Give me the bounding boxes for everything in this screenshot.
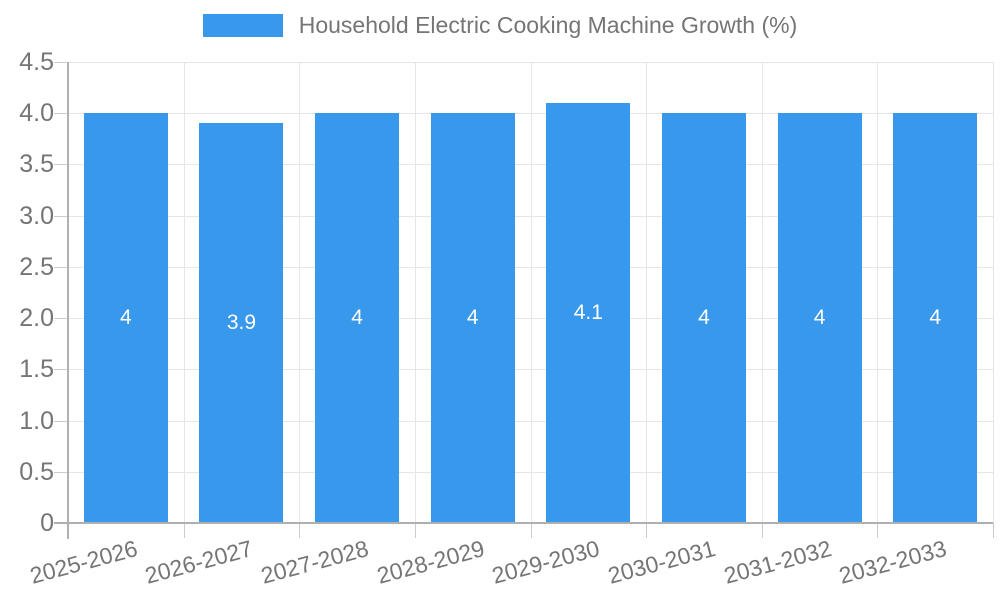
x-axis-tick — [530, 523, 532, 538]
y-axis-tick — [54, 471, 68, 473]
x-axis-tick-label: 2029-2030 — [489, 535, 603, 589]
y-axis-tick — [54, 164, 68, 166]
bar-value-label: 4 — [351, 306, 363, 330]
x-axis-tick — [299, 523, 301, 538]
y-axis-tick-label: 1.5 — [19, 355, 54, 384]
bar[interactable]: 4 — [893, 113, 978, 522]
bar[interactable]: 3.9 — [199, 123, 284, 522]
y-axis-tick-label: 2.5 — [19, 252, 54, 281]
bar[interactable]: 4 — [777, 113, 862, 522]
bar-value-label: 3.9 — [226, 311, 257, 335]
y-axis-tick — [54, 215, 68, 217]
x-axis-tick — [761, 523, 763, 538]
x-gridline — [530, 62, 532, 523]
bar[interactable]: 4 — [430, 113, 515, 522]
bar-value-label: 4 — [698, 306, 710, 330]
x-axis-tick — [414, 523, 416, 538]
y-axis-tick-label: 4.5 — [19, 48, 54, 76]
y-axis-tick — [54, 420, 68, 422]
legend-swatch — [202, 14, 283, 37]
x-gridline — [299, 62, 301, 523]
bar[interactable]: 4.1 — [546, 102, 631, 522]
y-axis-tick-label: 0.5 — [19, 457, 54, 486]
legend-item[interactable]: Household Electric Cooking Machine Growt… — [0, 12, 1000, 39]
y-axis-tick — [54, 266, 68, 268]
x-axis-tick-label: 2025-2026 — [27, 535, 141, 589]
bar-value-label: 4 — [813, 306, 826, 330]
bar-value-label: 4 — [929, 306, 942, 330]
x-gridline — [646, 62, 648, 523]
x-axis-tick-label: 2032-2033 — [836, 535, 950, 589]
y-axis-tick-label: 1.0 — [19, 406, 54, 435]
x-axis-tick-label: 2030-2031 — [605, 535, 719, 589]
y-axis-tick — [54, 369, 68, 371]
x-axis-tick-label: 2026-2027 — [142, 535, 256, 589]
x-gridline — [414, 62, 416, 523]
y-axis-tick-label: 3.0 — [19, 201, 54, 230]
y-axis-tick-label: 3.5 — [19, 150, 54, 179]
x-axis-tick-label: 2027-2028 — [258, 535, 372, 589]
x-gridline — [761, 62, 763, 523]
bar[interactable]: 4 — [83, 113, 168, 522]
x-gridline — [877, 62, 879, 523]
y-axis-tick — [54, 318, 68, 320]
x-gridline — [183, 62, 185, 523]
y-axis-tick — [54, 113, 68, 115]
y-axis-tick-label: 0 — [40, 509, 54, 537]
x-axis-tick-label: 2031-2032 — [720, 535, 834, 589]
bar-value-label: 4.1 — [573, 300, 603, 324]
x-axis-tick — [877, 523, 879, 538]
y-axis-tick-label: 2.0 — [19, 304, 54, 333]
y-axis-tick-label: 4.0 — [19, 99, 54, 128]
bar[interactable]: 4 — [661, 113, 746, 522]
bar[interactable]: 4 — [315, 113, 400, 522]
x-axis-tick — [646, 523, 648, 538]
x-axis-line — [54, 522, 993, 524]
x-axis-tick — [993, 523, 994, 538]
y-axis-line — [67, 62, 69, 539]
bar-value-label: 4 — [466, 306, 479, 330]
x-axis-tick — [183, 523, 185, 538]
x-gridline — [993, 62, 994, 523]
legend-label: Household Electric Cooking Machine Growt… — [298, 12, 798, 38]
x-axis-tick-label: 2028-2029 — [373, 535, 487, 589]
bar-value-label: 4 — [119, 306, 132, 330]
y-axis-tick — [54, 62, 68, 63]
